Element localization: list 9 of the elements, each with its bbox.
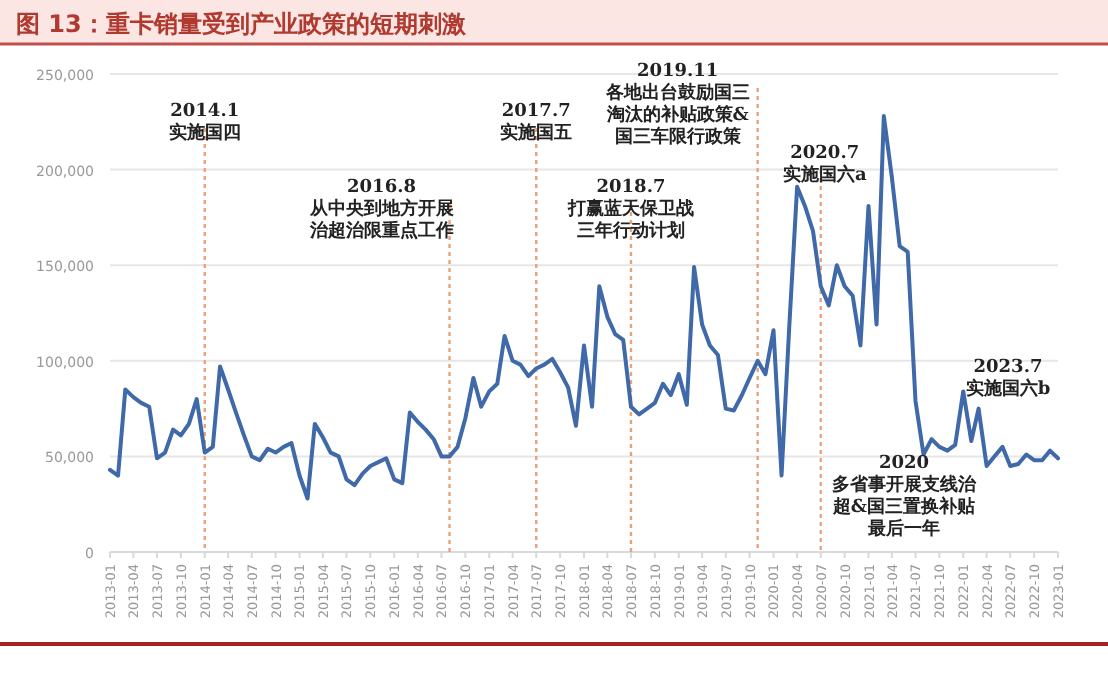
ref-line-label: 2019.11 各地出台鼓励国三淘汰的补贴政策&国三车限行政策	[603, 62, 750, 148]
ref-line-label: 2014.1 实施国四	[168, 102, 241, 144]
ref-line-label: 2018.7 打赢蓝天保卫战三年行动计划	[565, 178, 694, 242]
ref-line-label: 2016.8 从中央到地方开展治超治限重点工作	[307, 178, 454, 242]
chart-title: 图 13：重卡销量受到产业政策的短期刺激	[16, 10, 468, 38]
annotation: 2023.7 实施国六b	[965, 358, 1051, 400]
annotation: 2020 多省事开展支线治超&国三置换补贴最后一年	[830, 454, 978, 540]
ref-line-label: 2020.7 实施国六a	[782, 144, 867, 186]
ref-line-label: 2017.7 实施国五	[500, 102, 573, 144]
